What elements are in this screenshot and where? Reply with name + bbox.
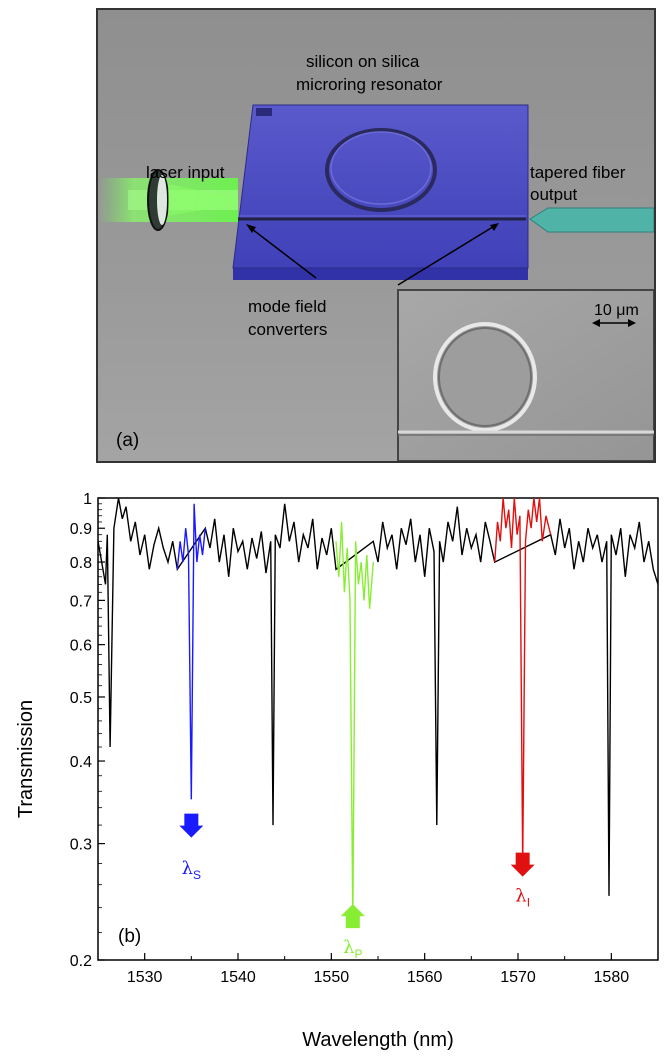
converter-label-line2: converters — [248, 320, 327, 339]
chip-side — [233, 268, 528, 280]
x-tick-label: 1540 — [220, 969, 256, 986]
series-line-3 — [494, 498, 552, 864]
wavelength-marker-label: λS — [182, 858, 201, 882]
transmission-chart: 1530 1540 1550 1560 1570 1580 0.2 0.3 0.4 0.5 0.6 0… — [15, 491, 659, 1051]
x-tick-label: 1580 — [594, 969, 630, 986]
y-tick-label: 0.9 — [70, 521, 92, 538]
y-tick-label: 1 — [83, 491, 92, 508]
focused-beam — [168, 184, 238, 216]
device-schematic-panel: silicon on silica microring resonator la… — [96, 8, 656, 463]
converter-arrow-left — [247, 225, 317, 279]
y-tick-label: 0.4 — [70, 754, 92, 771]
wavelength-marker-arrow — [340, 904, 365, 929]
device-schematic: silicon on silica microring resonator la… — [98, 52, 654, 461]
x-tick-label: 1550 — [314, 969, 350, 986]
panel-b-tag: (b) — [118, 926, 141, 947]
x-tick-label: 1570 — [500, 969, 536, 986]
fiber-label-line1: tapered fiber — [530, 163, 626, 182]
x-tick-label: 1560 — [407, 969, 443, 986]
ring-label-line1: silicon on silica — [306, 52, 420, 71]
series-line-2 — [335, 521, 374, 920]
sem-ring — [433, 322, 537, 432]
y-tick-label: 0.5 — [70, 690, 92, 707]
wavelength-marker-label: λI — [515, 886, 530, 910]
wavelength-marker-arrow — [510, 852, 535, 877]
laser-label: laser input — [146, 163, 225, 182]
scale-label: 10 μm — [594, 302, 639, 319]
wavelength-marker-label: λP — [343, 937, 362, 961]
sem-inset: 10 μm — [397, 289, 654, 461]
y-tick-label: 0.2 — [70, 953, 92, 970]
converter-label-line1: mode field — [248, 297, 326, 316]
series-line-0 — [98, 498, 658, 896]
silicon-chip — [232, 104, 529, 269]
fiber-label-line2: output — [530, 185, 578, 204]
y-tick-label: 0.6 — [70, 638, 92, 655]
converter-arrow-right — [397, 224, 497, 286]
x-tick-label: 1530 — [127, 969, 163, 986]
wavelength-marker-arrow — [179, 813, 204, 838]
x-axis-label: Wavelength (nm) — [302, 1029, 454, 1051]
y-tick-label: 0.3 — [70, 837, 92, 854]
y-tick-label: 0.7 — [70, 593, 92, 610]
panel-a-tag: (a) — [116, 430, 139, 451]
chip-corner-marker — [256, 108, 272, 116]
transmission-chart-panel: 1530 1540 1550 1560 1570 1580 0.2 0.3 0.4 0.5 0.6 0… — [0, 486, 667, 1059]
ring-label-line2: microring resonator — [296, 75, 443, 94]
y-tick-label: 0.8 — [70, 555, 92, 572]
microring — [325, 128, 437, 212]
tapered-fiber — [529, 207, 654, 233]
y-axis-label: Transmission — [15, 700, 37, 818]
